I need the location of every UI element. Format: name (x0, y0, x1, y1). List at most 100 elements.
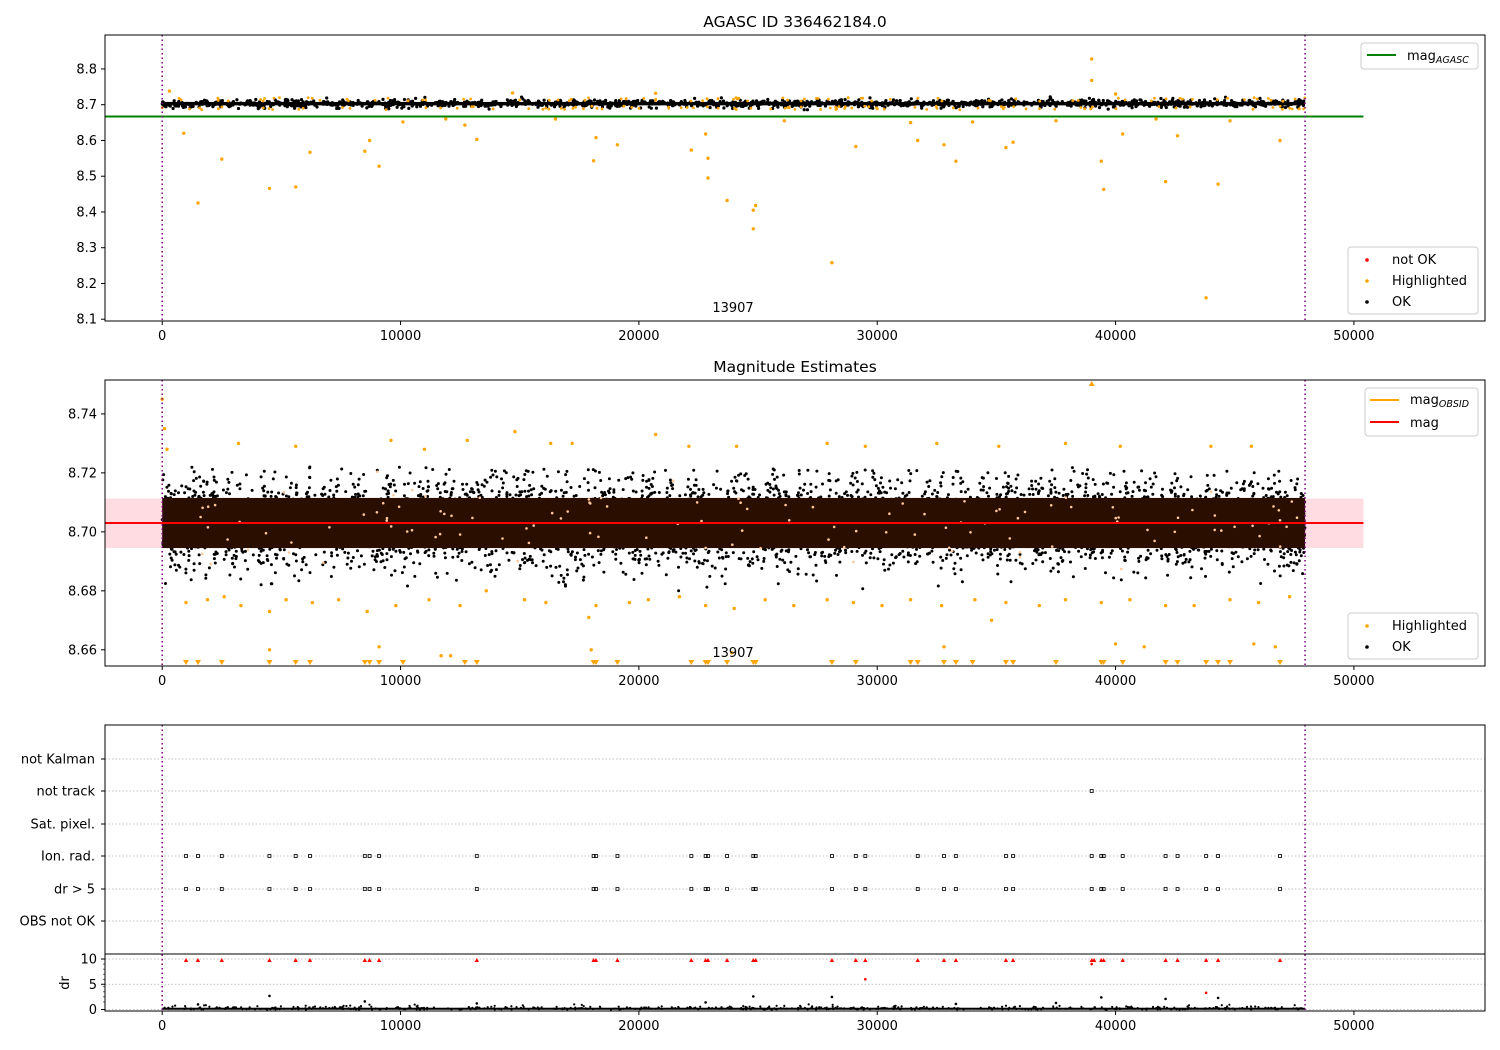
highlighted-point (177, 97, 181, 100)
ok-point (598, 99, 602, 103)
ok-point (1139, 554, 1143, 558)
ok-point (1031, 493, 1035, 496)
highlighted-point (733, 106, 736, 110)
ok-point (726, 489, 730, 493)
highlighted-point (935, 106, 939, 110)
ok-point (456, 555, 460, 559)
ok-point (387, 483, 391, 486)
ok-point (238, 482, 242, 486)
ok-point (965, 103, 969, 107)
highlighted-point (667, 106, 671, 110)
ok-point (493, 469, 497, 473)
ok-point (1199, 102, 1203, 106)
ok-point (701, 493, 705, 497)
ok-point (949, 101, 953, 105)
ok-point (558, 98, 562, 102)
highlighted-point (167, 89, 172, 93)
ok-point (755, 555, 759, 559)
highlighted-point (1083, 107, 1087, 111)
highlighted-point (1188, 105, 1192, 109)
highlighted-point (637, 107, 641, 110)
ok-point (809, 482, 813, 486)
highlighted-point (1226, 96, 1229, 100)
ok-point (262, 489, 266, 493)
highlighted-point (1117, 96, 1120, 100)
ok-point (1215, 558, 1219, 562)
highlighted-point (987, 99, 991, 102)
ok-point (590, 555, 594, 559)
ok-point (794, 103, 798, 107)
highlighted-point (563, 107, 566, 111)
ok-point (362, 473, 366, 476)
ok-point (760, 102, 764, 106)
ok-point (430, 103, 434, 107)
highlighted-point (200, 108, 204, 112)
ok-point (1118, 103, 1122, 107)
ok-point (1023, 567, 1027, 571)
highlighted-point (541, 107, 545, 111)
ok-point (509, 99, 513, 103)
ok-point (292, 99, 296, 103)
ok-point (804, 572, 808, 576)
ok-point (285, 562, 289, 566)
ok-point (1184, 557, 1188, 561)
ok-point (947, 103, 951, 107)
ok-point (407, 106, 411, 110)
ok-point (384, 487, 387, 491)
highlighted-point (547, 98, 551, 102)
ok-point (780, 102, 784, 106)
highlighted-point (787, 106, 791, 110)
ok-point (1083, 494, 1087, 498)
ok-point (309, 100, 313, 104)
highlighted-point (1121, 132, 1125, 136)
ok-point (483, 554, 487, 557)
ok-point (1273, 102, 1277, 106)
highlighted-point (1271, 106, 1275, 109)
ok-point (939, 106, 943, 110)
ok-point (697, 561, 701, 565)
ok-point (668, 494, 672, 498)
ok-point (981, 105, 985, 109)
ok-point (1202, 104, 1206, 108)
ok-point (1086, 468, 1089, 472)
highlighted-point (1012, 105, 1016, 108)
ok-point (1034, 487, 1038, 491)
ok-point (918, 554, 922, 558)
ok-point (1030, 484, 1034, 487)
ok-point (473, 566, 477, 570)
ok-point (778, 557, 782, 561)
ok-point (1189, 576, 1193, 580)
ok-point (606, 105, 610, 109)
ok-point (353, 485, 357, 489)
ok-point (457, 551, 461, 555)
ok-point (230, 556, 234, 560)
highlighted-point (1267, 97, 1270, 100)
ok-point (726, 102, 730, 106)
ok-point (418, 104, 423, 108)
ok-point (1196, 548, 1200, 552)
ok-point (631, 489, 635, 493)
ok-point (527, 489, 530, 493)
ok-point (671, 483, 674, 487)
ok-point (938, 98, 942, 102)
ok-point (1220, 562, 1224, 565)
ok-point (450, 102, 454, 106)
ok-point (468, 101, 472, 105)
ok-point (746, 477, 750, 481)
ok-point (776, 105, 780, 109)
ok-point (1285, 563, 1289, 567)
ok-point (1249, 554, 1253, 558)
ok-point (167, 483, 171, 487)
ok-point (297, 579, 301, 583)
ok-point (1041, 487, 1045, 490)
ok-point (1204, 574, 1207, 578)
ok-point (808, 104, 812, 108)
ok-point (1202, 101, 1206, 105)
ok-point (455, 547, 459, 551)
ok-point (187, 554, 191, 558)
ok-point (213, 561, 217, 565)
ok-point (518, 564, 522, 567)
ok-point (356, 549, 359, 553)
ok-point (592, 98, 597, 102)
ok-point (697, 100, 701, 104)
